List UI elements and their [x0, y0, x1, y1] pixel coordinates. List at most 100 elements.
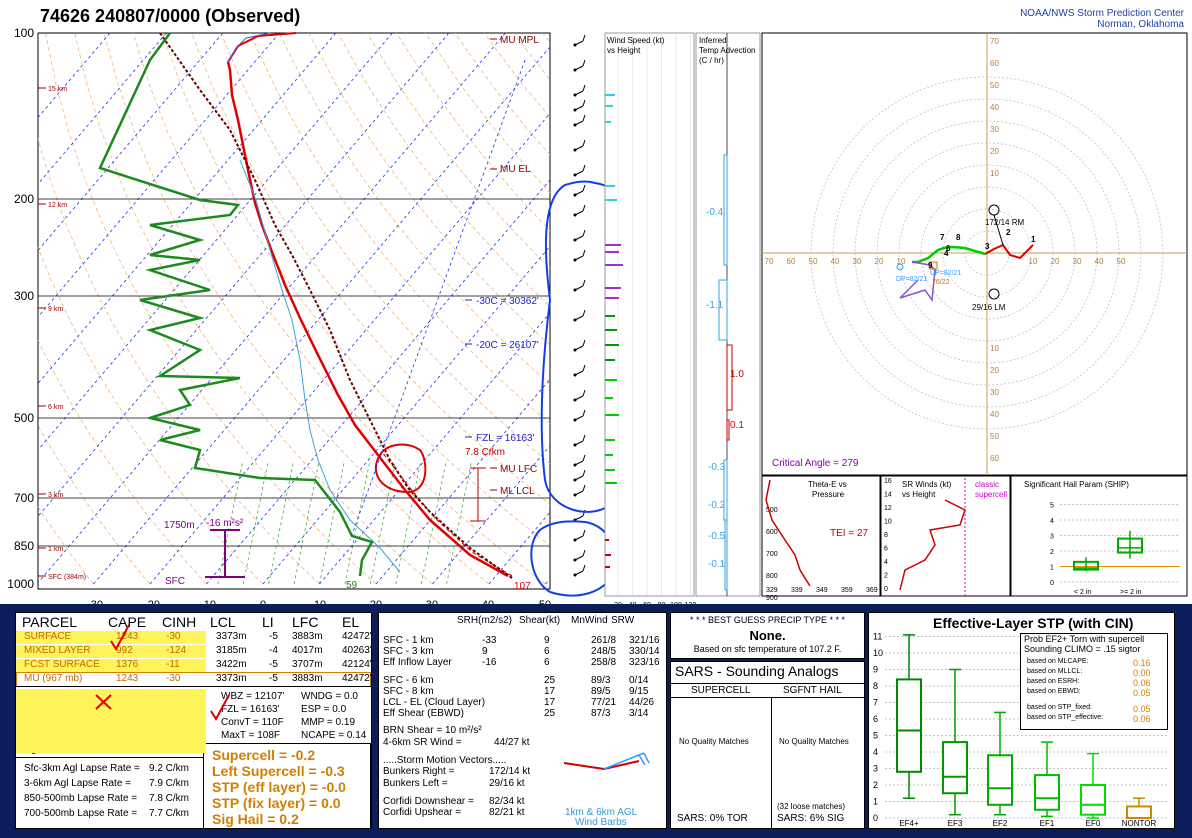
kin-cell: 17 [544, 697, 556, 708]
parcel-cell: 40263' [342, 645, 372, 656]
srh-value-label: -16 m²s² [206, 518, 244, 529]
thermo-index: ConvT = 110F [221, 717, 284, 728]
stp-prob-box: Prob EF2+ Torn with supercell Sounding C… [1020, 633, 1168, 730]
hodo-x-label: 10 [897, 257, 906, 266]
kin-cell: 89/3 [591, 675, 611, 686]
stp-y-tick: 5 [873, 731, 878, 741]
hodo-x-label: 30 [853, 257, 862, 266]
parcel-col-header: CINH [162, 614, 197, 630]
stp-based-label: based on STP_effective: [1027, 714, 1104, 721]
hodo-ring-label: 70 [990, 37, 999, 46]
stp-y-tick: 2 [873, 780, 878, 790]
thetae-title-1: Theta-E vs [808, 480, 847, 489]
hodo-ring-label: 60 [990, 59, 999, 68]
isotherm [38, 33, 506, 584]
wind-barb-dot [573, 213, 577, 217]
tadv-bar [724, 519, 728, 591]
composite-index: Supercell = -0.2 [212, 747, 316, 763]
tadv-title: Inferred Temp Advection (C / hr) [699, 36, 755, 66]
stp-based-label: based on EBWD: [1027, 688, 1081, 695]
mixing-ratio-line [293, 461, 320, 585]
fzl-label: FZL = 16163' [476, 433, 535, 444]
wind-barb [582, 529, 586, 537]
hodo-point-label: 3 [985, 242, 990, 251]
wind-barb [582, 409, 586, 417]
stp-based-value: 0.16 [1133, 658, 1151, 668]
parcel-col-header: CAPE [108, 614, 147, 630]
indices-highlight [16, 689, 206, 753]
kin-cell: SFC - 8 km [383, 686, 434, 697]
stp-y-tick: 4 [873, 747, 878, 757]
parcel-cell: -5 [269, 631, 278, 642]
stp-y-tick: 0 [873, 813, 878, 823]
wind-barb-dot [573, 558, 577, 562]
wind-barb-dot [573, 148, 577, 152]
pressure-tick-label: 700 [14, 491, 34, 505]
lapse-label: 850-500mb Lapse Rate = [24, 793, 138, 804]
hodo-point-label: 8 [956, 233, 961, 242]
tadv-value: 0.1 [730, 420, 744, 431]
kin-cell: 17 [544, 686, 556, 697]
stp-category-label: EF3 [948, 819, 963, 828]
kin-header: Shear(kt) [519, 615, 561, 626]
hodo-x-label: 50 [1117, 257, 1126, 266]
kin-cell: Eff Inflow Layer [383, 657, 452, 668]
isotherm [149, 112, 550, 585]
tadv-bar [723, 154, 728, 266]
wind-barb [582, 469, 586, 477]
mixing-ratio-line [395, 461, 421, 585]
kin-cell: LCL - EL (Cloud Layer) [383, 697, 486, 708]
isotherm [262, 245, 550, 585]
kinematics-panel: SRH(m2/s2) Shear(kt) MnWind SRW SFC - 1 km -3… [378, 612, 667, 829]
thetae-title-2: Pressure [812, 490, 845, 499]
precip-panel: * * * BEST GUESS PRECIP TYPE * * * None.… [670, 612, 865, 659]
parcel-cell: MIXED LAYER [24, 645, 91, 656]
srwind-y-tick: 8 [884, 532, 888, 539]
wind-barb-dot [573, 418, 577, 422]
dry-adiabat [74, 33, 433, 585]
isotherm [319, 312, 550, 585]
hodograph-frame [761, 32, 1188, 476]
wind-barb [582, 309, 586, 317]
chart-title: 74626 240807/0000 (Observed) [40, 6, 301, 26]
parcel-col-header: LI [262, 614, 274, 630]
stp-based-value: 0.06 [1133, 678, 1151, 688]
srwind-y-tick: 14 [884, 492, 892, 499]
wind-barb [582, 229, 586, 237]
kin-cell: 77/21 [591, 697, 617, 708]
ship-title: Significant Hail Param (SHIP) [1024, 480, 1129, 489]
stp-based-value: 0.05 [1133, 688, 1151, 698]
kin-cell: 87/3 [591, 708, 611, 719]
wind-barb-dot [573, 173, 577, 177]
kin-cell: SFC - 1 km [383, 635, 434, 646]
dp-label: DP=82/21 [896, 276, 927, 283]
skewt-lines [98, 32, 526, 579]
wind-barb-dot [573, 348, 577, 352]
composite-index: Left Supercell = -0.3 [212, 763, 345, 779]
sfc-temp-label: 107 [514, 581, 531, 592]
thetae-y-tick: 700 [766, 551, 778, 558]
hodo-ring-label: 30 [990, 125, 999, 134]
kin-cell: 44/26 [629, 697, 655, 708]
tadv-value: -1.1 [706, 300, 724, 311]
dry-adiabat [38, 424, 151, 585]
wind-barb [582, 364, 586, 372]
wind-barb-dot [573, 398, 577, 402]
wind-barb-dot [573, 373, 577, 377]
temperature-line [226, 61, 509, 578]
sars-panel: SARS - Sounding Analogs SUPERCELL SGFNT … [670, 661, 865, 829]
stp-y-tick: 9 [873, 665, 878, 675]
thetae-y-tick: 600 [766, 529, 778, 536]
srwind-title-1: SR Winds (kt) [902, 480, 952, 489]
parcel-cell: 3883m [292, 631, 323, 642]
wind-barb-dot [573, 288, 577, 292]
classic-label-2: supercell [975, 490, 1007, 499]
tadv-bar [718, 279, 728, 341]
isotherm [38, 33, 167, 185]
lapse-label: Sfc-3km Agl Lapse Rate = [24, 763, 140, 774]
motion-value: 172/14 kt [489, 766, 531, 777]
pressure-tick-label: 100 [14, 26, 34, 40]
temp-tick-label: 20 [370, 599, 382, 604]
sars-nomatch-supercell: No Quality Matches [679, 737, 749, 746]
